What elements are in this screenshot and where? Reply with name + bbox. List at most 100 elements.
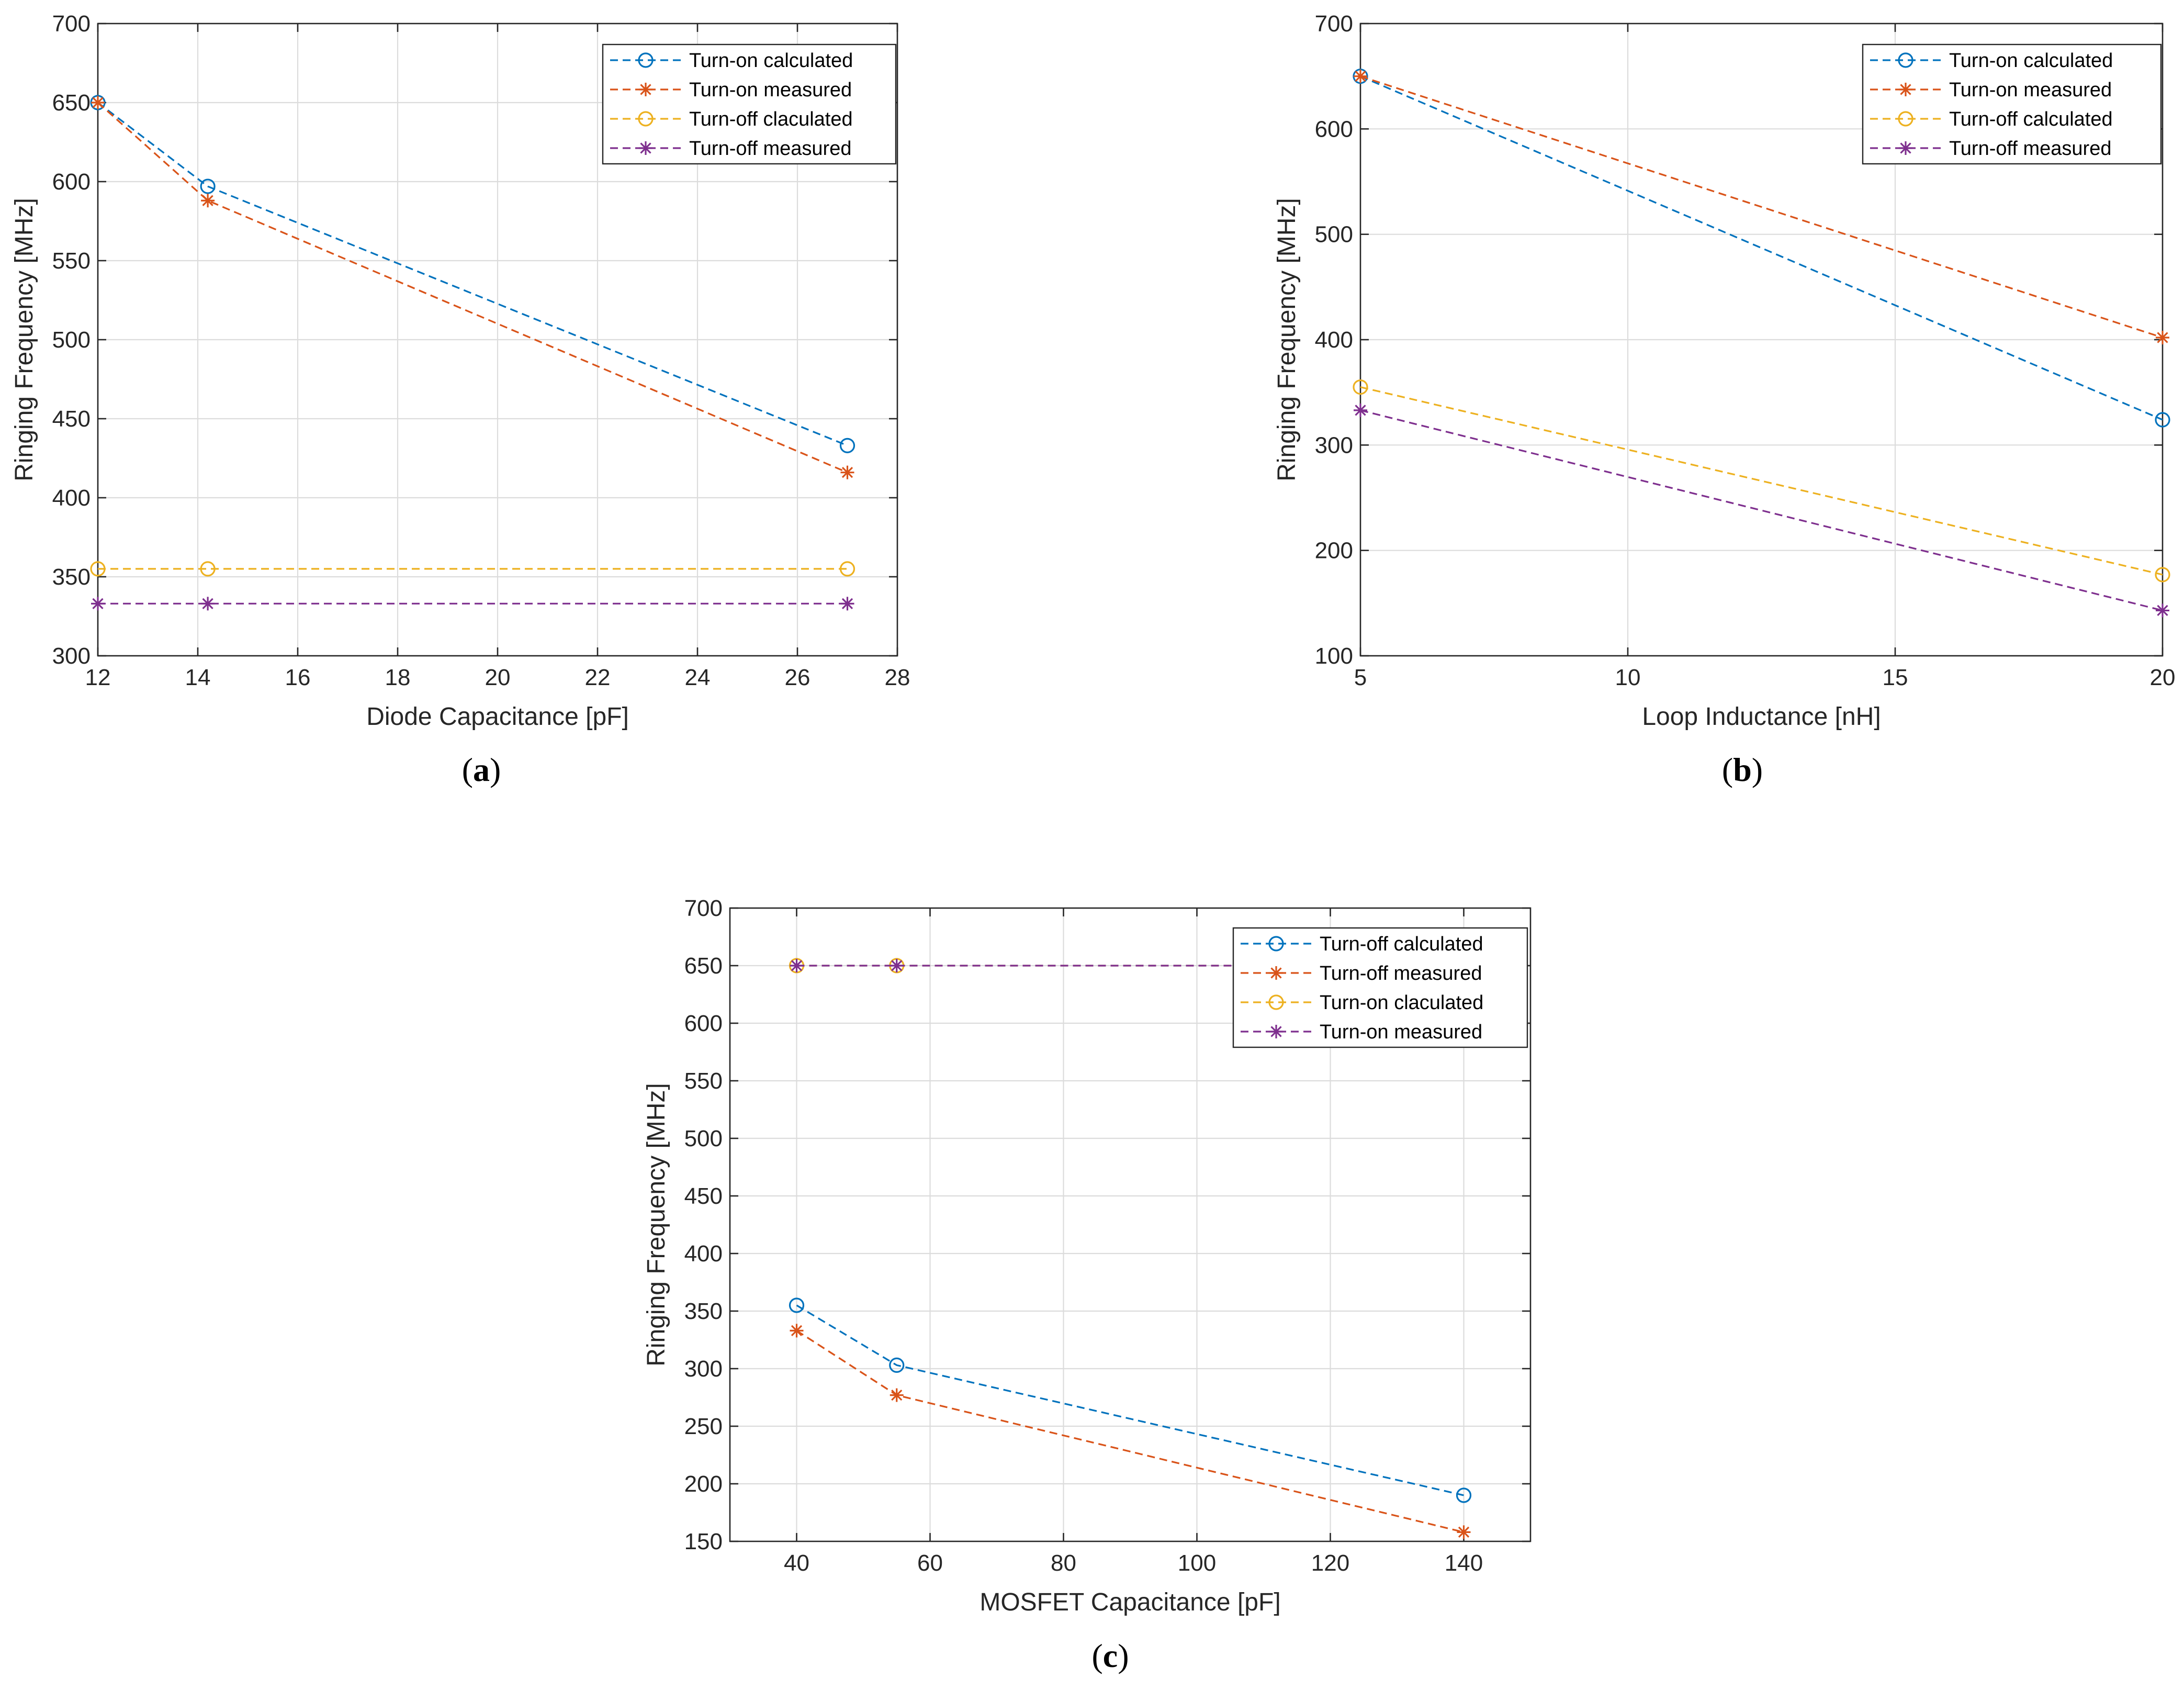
data-point [839, 561, 855, 577]
series-1 [1354, 69, 2169, 344]
series-3 [91, 597, 854, 611]
y-tick-label: 600 [1315, 116, 1353, 142]
legend-entry: Turn-off calculated [1870, 108, 2113, 130]
x-tick-label: 20 [485, 665, 511, 690]
data-point [1354, 403, 1367, 417]
y-tick-label: 500 [52, 327, 91, 353]
data-point [790, 959, 804, 972]
legend-marker [639, 83, 652, 96]
panel-letter: c [1103, 1637, 1118, 1674]
legend-marker [1269, 1025, 1283, 1038]
data-point [200, 178, 216, 194]
y-tick-label: 250 [684, 1414, 723, 1439]
legend-entry: Turn-on measured [1241, 1021, 1482, 1043]
x-tick-label: 5 [1354, 665, 1367, 690]
x-tick-label: 10 [1615, 665, 1641, 690]
data-point [789, 1297, 805, 1313]
legend-marker [638, 52, 654, 68]
series-3 [1354, 403, 2169, 618]
legend-entry: Turn-on calculated [1870, 50, 2113, 72]
y-tick-label: 550 [684, 1068, 723, 1094]
y-tick-label: 150 [684, 1529, 723, 1554]
data-point [1353, 379, 1368, 395]
x-tick-label: 120 [1311, 1550, 1349, 1576]
legend-marker [1898, 52, 1913, 68]
data-point [2155, 567, 2170, 583]
x-tick-label: 26 [785, 665, 810, 690]
legend: Turn-off calculated Turn-off measured Turn… [1232, 927, 1528, 1048]
legend-label: Turn-off measured [1949, 138, 2111, 160]
legend-entry: Turn-on claculated [1241, 992, 1483, 1014]
legend-marker [638, 111, 654, 127]
chart-panel-b: 5 10 15 20 100 200 300 400 500 600 700 Loop Inducta… [1273, 11, 2175, 731]
series-line [97, 102, 848, 474]
legend-marker [639, 141, 652, 155]
y-tick-label: 300 [1315, 432, 1353, 458]
legend-marker [1269, 966, 1283, 980]
y-axis-label: Ringing Frequency [MHz] [1273, 198, 1301, 482]
y-tick-label: 350 [684, 1299, 723, 1324]
x-tick-label: 28 [885, 665, 910, 690]
legend: Turn-on calculated Turn-on measured Turn-o… [602, 43, 897, 165]
data-point [201, 194, 215, 208]
legend-marker [1899, 83, 1912, 96]
x-tick-label: 15 [1883, 665, 1908, 690]
panel-label: (c) [1091, 1637, 1129, 1674]
y-tick-label: 300 [684, 1356, 723, 1382]
y-tick-label: 100 [1315, 643, 1353, 669]
y-tick-label: 200 [1315, 538, 1353, 564]
series-line [97, 102, 848, 446]
y-tick-label: 700 [684, 896, 723, 921]
y-tick-label: 700 [1315, 11, 1353, 37]
data-point [840, 465, 854, 479]
y-tick-label: 400 [52, 485, 91, 511]
legend-label: Turn-off claculated [689, 108, 853, 130]
legend-label: Turn-off calculated [1949, 108, 2113, 130]
y-tick-label: 400 [1315, 327, 1353, 353]
y-tick-label: 450 [684, 1183, 723, 1209]
data-point [890, 959, 904, 972]
series-1 [790, 1324, 1471, 1539]
series-0 [789, 1297, 1472, 1503]
x-tick-label: 140 [1445, 1550, 1483, 1576]
data-point [1456, 1487, 1472, 1503]
legend-label: Turn-off measured [689, 138, 851, 160]
legend-entry: Turn-off calculated [1241, 933, 1483, 955]
x-tick-label: 40 [784, 1550, 809, 1576]
legend-entry: Turn-off measured [1870, 138, 2111, 160]
series-line [1360, 75, 2163, 339]
y-tick-label: 450 [52, 406, 91, 432]
y-tick-label: 400 [684, 1241, 723, 1267]
series-1 [91, 96, 854, 479]
x-tick-label: 18 [385, 665, 411, 690]
series-line [1360, 75, 2163, 421]
legend-entry: Turn-off measured [1241, 962, 1482, 984]
legend-entry: Turn-on measured [610, 79, 852, 101]
data-point [91, 96, 105, 109]
legend-label: Turn-on measured [689, 79, 852, 101]
legend-entry: Turn-off measured [610, 138, 851, 160]
x-tick-label: 12 [85, 665, 111, 690]
data-point [90, 561, 106, 577]
data-point [1457, 1525, 1471, 1539]
x-axis-label: MOSFET Capacitance [pF] [980, 1588, 1280, 1616]
panel-label: (a) [462, 751, 501, 788]
data-point [200, 561, 216, 577]
y-tick-label: 500 [684, 1126, 723, 1151]
legend-label: Turn-on claculated [1320, 992, 1483, 1014]
x-tick-label: 14 [185, 665, 211, 690]
y-tick-label: 550 [52, 248, 91, 274]
legend-label: Turn-on measured [1949, 79, 2112, 101]
y-axis-label: Ringing Frequency [MHz] [10, 198, 38, 482]
legend-label: Turn-on calculated [689, 50, 853, 72]
legend-box [1862, 43, 2162, 165]
y-tick-label: 200 [684, 1471, 723, 1497]
series-line [796, 1304, 1464, 1496]
legend-marker [1899, 141, 1912, 155]
y-tick-label: 300 [52, 643, 91, 669]
axes-frame [729, 907, 1532, 1542]
x-tick-label: 24 [685, 665, 711, 690]
y-tick-label: 650 [684, 953, 723, 979]
